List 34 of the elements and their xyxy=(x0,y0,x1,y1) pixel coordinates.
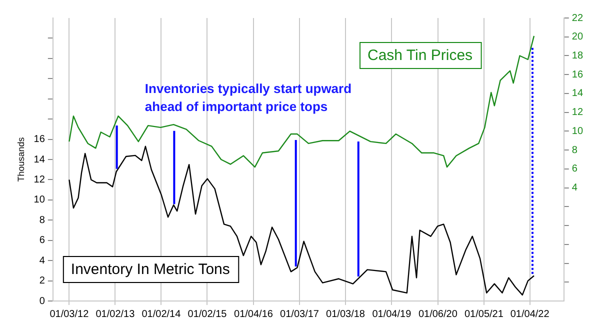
y2-tick-label: 10 xyxy=(572,126,584,137)
y2-tick-label: 12 xyxy=(572,107,584,118)
y-tick-label: 4 xyxy=(39,255,46,266)
annotation: Inventories typically start upward ahead of important price tops xyxy=(144,81,352,114)
text: Cash Tin Prices xyxy=(367,47,473,64)
x-tick-label: 01/02/13 xyxy=(96,308,136,320)
y2-tick-label: 6 xyxy=(572,164,578,175)
x-tick-label: 01/05/21 xyxy=(464,308,504,320)
y-tick-label: 16 xyxy=(34,134,46,146)
y-tick-label: 14 xyxy=(34,154,46,166)
y2-tick-label: 20 xyxy=(572,32,584,43)
series-label: Inventory In Metric Tons xyxy=(70,261,230,278)
x-tick-label: 01/02/14 xyxy=(142,308,182,320)
y2-tick-label: 22 xyxy=(572,12,584,24)
y-tick-label: 2 xyxy=(39,276,46,287)
x-tick-label: 01/06/20 xyxy=(418,308,458,320)
x-tick-label: 01/03/18 xyxy=(326,308,366,320)
y-tick-label: 12 xyxy=(34,174,46,186)
y-tick-label: 6 xyxy=(39,235,46,246)
y2-tick-label: 8 xyxy=(572,144,578,156)
x-tick-label: 01/04/22 xyxy=(510,308,550,320)
y2-tick-label: 4 xyxy=(572,182,578,194)
y2-tick-label: 16 xyxy=(572,69,584,80)
x-tick-label: 01/04/19 xyxy=(372,308,412,320)
y-tick-label: 10 xyxy=(34,194,46,206)
y2-tick-label: 14 xyxy=(572,88,584,100)
y-tick-label: 0 xyxy=(39,296,46,307)
y2-tick-label: 18 xyxy=(572,50,584,62)
x-tick-label: 01/03/17 xyxy=(280,308,320,320)
y-axis-title: Thousands xyxy=(16,136,26,182)
x-tick-label: 01/04/16 xyxy=(234,308,274,320)
x-tick-label: 01/02/15 xyxy=(188,308,228,320)
x-tick-label: 01/03/12 xyxy=(50,308,90,320)
y-tick-label: 8 xyxy=(39,214,46,226)
